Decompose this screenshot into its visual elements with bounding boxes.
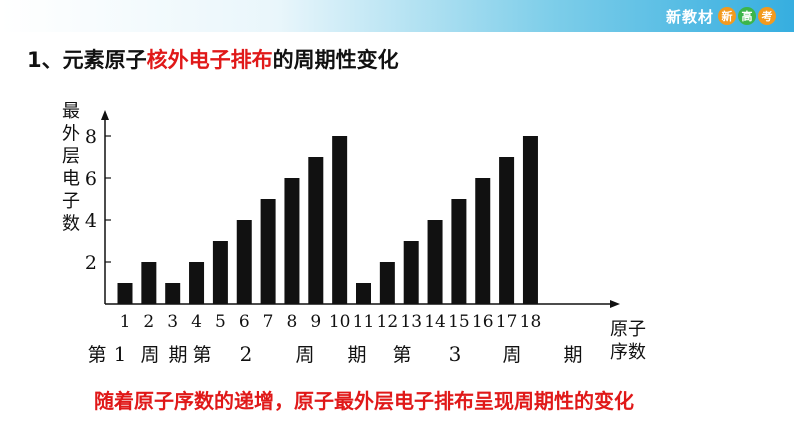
x-tick-label: 7	[263, 312, 274, 332]
bar	[332, 136, 348, 304]
header-band: 新教材 新 高 考	[0, 0, 794, 32]
bar	[499, 157, 515, 304]
period-label: 周	[295, 344, 314, 366]
x-tick-label: 16	[472, 312, 494, 332]
y-axis-label-char: 外	[62, 124, 80, 145]
y-tick-label: 4	[85, 210, 97, 232]
period-label: 周	[502, 344, 521, 366]
y-axis-label-char: 数	[62, 214, 80, 235]
bar	[189, 262, 205, 304]
x-tick-label: 10	[329, 312, 351, 332]
bar	[117, 283, 133, 304]
x-tick-label: 6	[239, 312, 250, 332]
x-tick-label: 3	[167, 312, 178, 332]
bar	[141, 262, 157, 304]
period-label: 2	[240, 342, 253, 366]
bar	[356, 283, 371, 304]
brand-badge-kao: 考	[758, 7, 776, 25]
y-tick-label: 2	[85, 252, 97, 274]
title-highlight: 核外电子排布	[146, 48, 273, 72]
period-label: 第	[87, 344, 106, 366]
brand-badge-gao: 高	[738, 7, 756, 25]
y-axis-label-char: 子	[62, 191, 80, 212]
x-tick-label: 14	[424, 312, 446, 332]
y-axis-arrow	[101, 110, 109, 120]
bar	[212, 241, 228, 304]
period-label: 周	[140, 344, 159, 366]
brand-text: 新教材	[665, 7, 714, 26]
x-tick-label: 8	[287, 312, 298, 332]
title-prefix: 1、元素原子	[27, 48, 147, 72]
x-tick-label: 4	[191, 312, 202, 332]
x-tick-label: 15	[448, 312, 470, 332]
period-label: 第	[392, 344, 411, 366]
bar	[427, 220, 443, 304]
bar	[165, 283, 181, 304]
period-label: 3	[449, 342, 462, 366]
y-axis-label-char: 最	[62, 101, 80, 122]
bar	[284, 178, 300, 304]
x-tick-label: 2	[143, 312, 154, 332]
bar	[475, 178, 491, 304]
y-tick-label: 8	[85, 126, 97, 148]
bottom-note: 随着原子序数的递增，原子最外层电子排布呈现周期性的变化	[94, 389, 634, 413]
y-axis-label-char: 电	[62, 169, 80, 190]
x-tick-label: 18	[520, 312, 542, 332]
bar	[236, 220, 252, 304]
period-label: 期	[168, 344, 187, 366]
bar	[379, 262, 395, 304]
x-tick-label: 17	[496, 312, 518, 332]
x-axis-label-line2: 序数	[610, 342, 646, 363]
page-title: 1、元素原子核外电子排布的周期性变化	[27, 44, 399, 74]
brand-logo: 新教材 新 高 考	[666, 6, 776, 26]
x-tick-label: 11	[353, 312, 375, 332]
bar	[403, 241, 419, 304]
bar	[308, 157, 324, 304]
period-label: 1	[114, 342, 127, 366]
x-tick-label: 1	[120, 312, 131, 332]
bar	[451, 199, 467, 304]
x-axis-arrow	[610, 300, 620, 308]
y-axis-label-char: 层	[62, 146, 80, 167]
x-tick-label: 13	[400, 312, 422, 332]
period-label: 期	[347, 344, 366, 366]
x-tick-label: 12	[377, 312, 399, 332]
bar	[522, 136, 538, 304]
brand-badge-xin: 新	[718, 7, 736, 25]
x-tick-label: 5	[215, 312, 226, 332]
bar	[260, 199, 276, 304]
period-label: 期	[563, 344, 582, 366]
title-suffix: 的周期性变化	[272, 48, 399, 72]
x-tick-label: 9	[310, 312, 321, 332]
period-label: 第	[192, 344, 211, 366]
x-axis-label-line1: 原子	[610, 319, 646, 340]
y-tick-label: 6	[85, 168, 97, 190]
